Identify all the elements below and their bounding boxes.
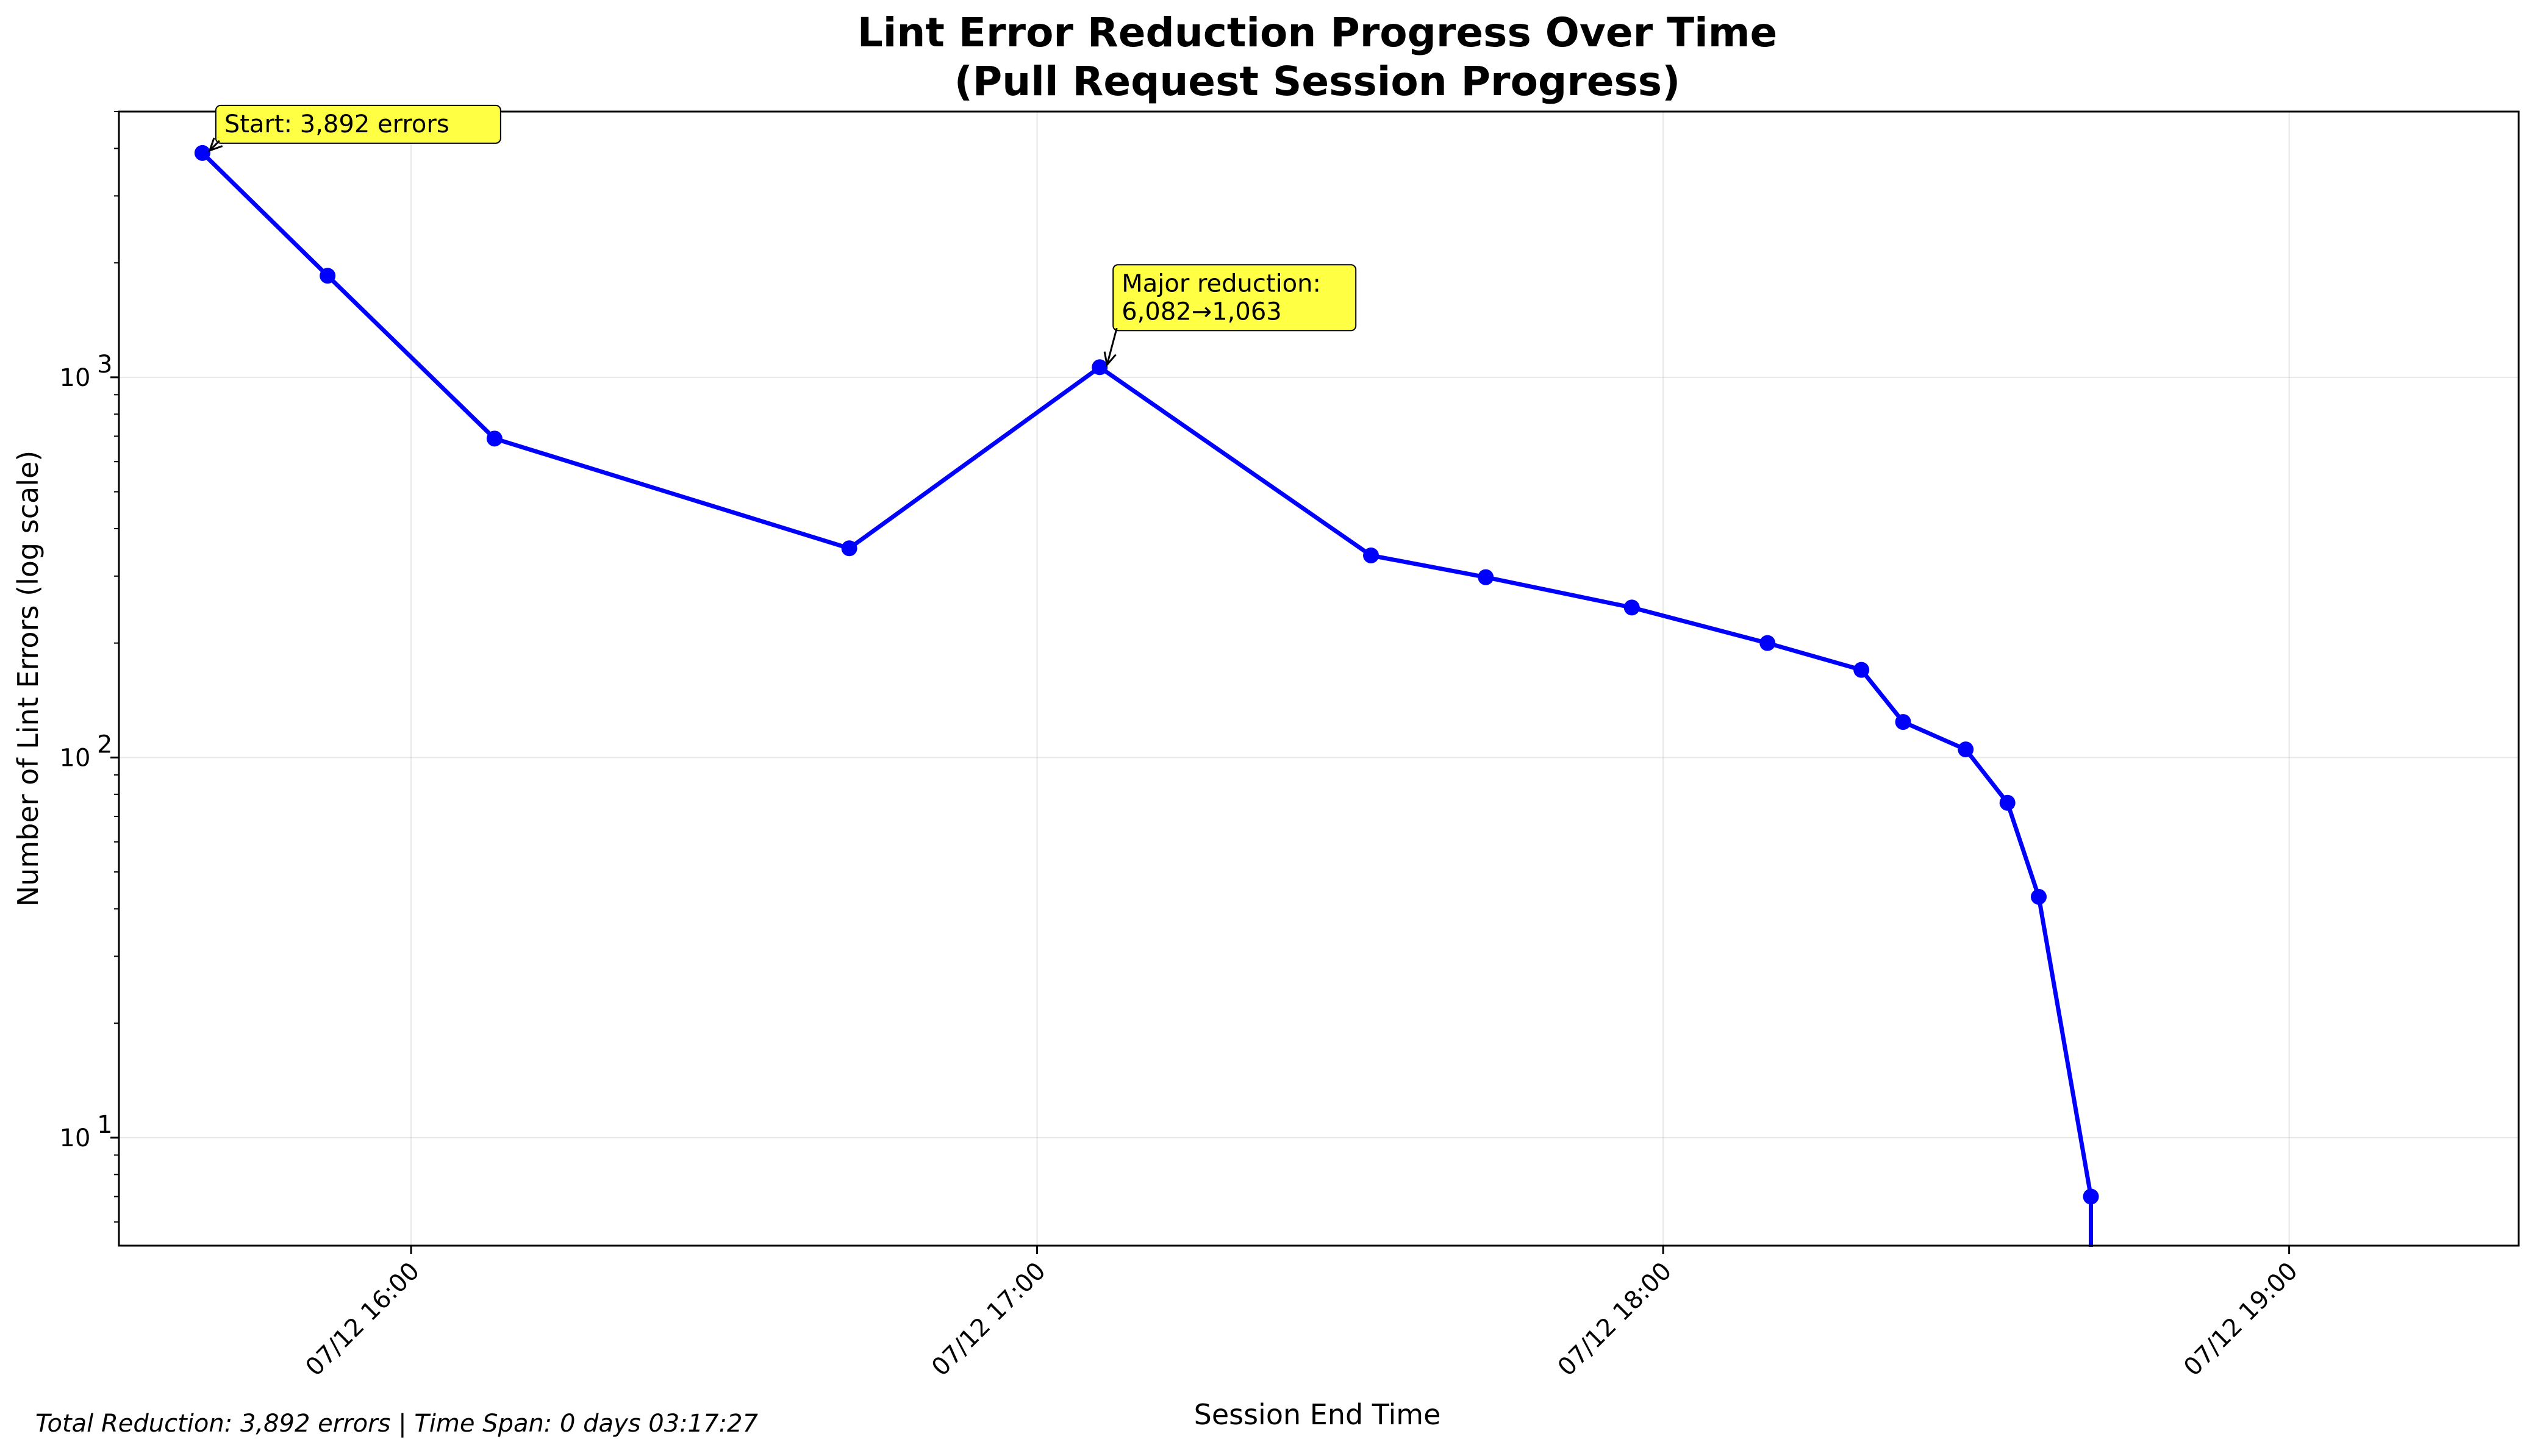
- data-point-12: [1999, 794, 2016, 811]
- plot-frame: [118, 110, 2520, 1247]
- plot-area: [194, 145, 2099, 1247]
- y-tick-exponent-2: 3: [97, 351, 112, 379]
- y-tick-label-2: 10: [60, 364, 91, 392]
- annotations: Start: 3,892 errors Major reduction:6,082…: [208, 104, 1357, 367]
- y-tick-exponent-1: 2: [97, 730, 112, 758]
- chart-title-line1: Lint Error Reduction Progress Over Time: [857, 9, 1778, 56]
- data-point-8: [1759, 635, 1776, 651]
- annotation-arrowhead-0: [208, 137, 223, 152]
- data-point-14: [2083, 1188, 2099, 1205]
- annotation-box-1: [1112, 264, 1357, 332]
- data-point-9: [1853, 662, 1870, 678]
- data-point-2: [486, 430, 503, 447]
- annotation-arrowhead-1: [1103, 351, 1117, 367]
- data-point-3: [841, 540, 857, 557]
- data-point-4: [1092, 359, 1108, 376]
- y-tick-label-0: 10: [60, 1124, 91, 1152]
- data-point-5: [1363, 547, 1379, 563]
- y-tick-exponent-0: 1: [97, 1111, 112, 1139]
- footer-summary: Total Reduction: 3,892 errors | Time Spa…: [35, 1410, 758, 1438]
- data-point-6: [1478, 569, 1494, 585]
- chart-title-line2: (Pull Request Session Progress): [954, 58, 1680, 105]
- y-tick-label-1: 10: [60, 744, 91, 772]
- annotation-box-0: [215, 104, 501, 144]
- data-point-10: [1895, 714, 1911, 730]
- series-line-0: [201, 151, 2093, 1247]
- annotation-arrow-0: [209, 140, 220, 151]
- data-point-1: [320, 268, 336, 284]
- annotation-text-1-0: Major reduction:: [1122, 269, 1321, 298]
- data-point-7: [1623, 599, 1640, 616]
- data-point-13: [2031, 888, 2047, 905]
- y-axis-label: Number of Lint Errors (log scale): [12, 451, 45, 907]
- data-point-11: [1958, 741, 1974, 758]
- annotation-arrow-1: [1106, 327, 1118, 365]
- x-axis-label: Session End Time: [1194, 1398, 1441, 1431]
- grid-lines: [119, 112, 2519, 1246]
- annotation-text-1-1: 6,082→1,063: [1122, 298, 1282, 326]
- data-point-0: [194, 145, 210, 161]
- annotation-text-0-0: Start: 3,892 errors: [224, 110, 449, 138]
